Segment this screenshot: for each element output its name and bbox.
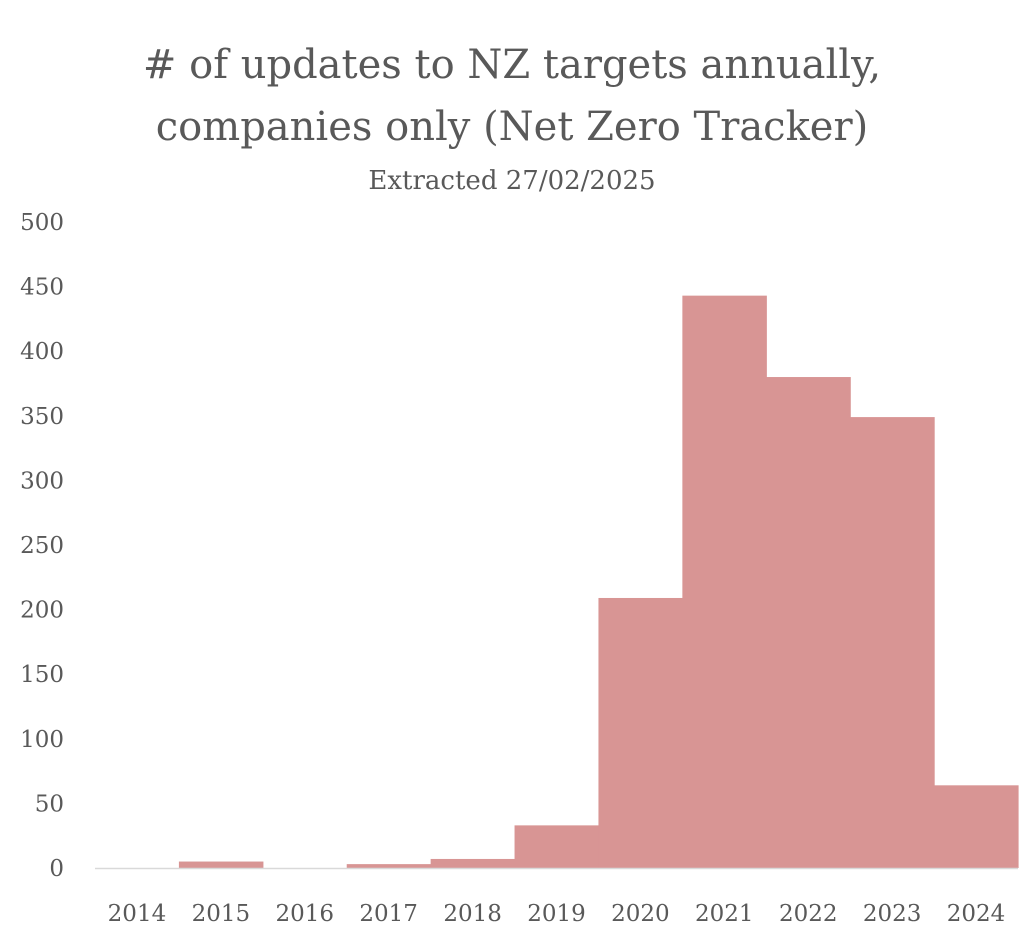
x-tick-label: 2017 (359, 901, 418, 927)
y-tick-label: 150 (20, 662, 64, 688)
x-tick-label: 2020 (611, 901, 670, 927)
chart-subtitle: Extracted 27/02/2025 (368, 166, 655, 196)
bar-2017 (346, 864, 432, 868)
y-tick-label: 300 (20, 468, 64, 494)
x-tick-label: 2016 (275, 901, 334, 927)
bar-2022 (766, 377, 851, 868)
y-tick-label: 500 (20, 210, 64, 236)
bar-2019 (514, 825, 600, 868)
bar-2015 (178, 861, 264, 868)
x-tick-label: 2018 (443, 901, 502, 927)
bar-2024 (934, 785, 1019, 868)
x-tick-label: 2022 (779, 901, 838, 927)
y-tick-label: 350 (20, 404, 64, 430)
x-tick-label: 2021 (695, 901, 754, 927)
y-tick-label: 250 (20, 533, 64, 559)
y-tick-label: 200 (20, 598, 64, 624)
y-tick-label: 50 (35, 791, 64, 817)
bar-2023 (850, 417, 935, 868)
x-tick-label: 2023 (863, 901, 922, 927)
y-tick-label: 400 (20, 339, 64, 365)
x-tick-label: 2019 (527, 901, 586, 927)
bar-2021 (682, 295, 767, 868)
x-tick-label: 2024 (947, 901, 1006, 927)
bar-2020 (598, 597, 683, 868)
x-tick-label: 2014 (108, 901, 167, 927)
y-axis-tick-labels: 0 50 100 150 200 250 300 350 400 450 500 (20, 210, 64, 882)
bar-2018 (430, 858, 516, 868)
chart-title-line-1: # of updates to NZ targets annually, (143, 42, 881, 88)
x-axis-tick-labels: 2014 2015 2016 2017 2018 2019 2020 2021 2022 2023… (108, 901, 1006, 927)
y-tick-label: 0 (49, 856, 64, 882)
y-tick-label: 450 (20, 275, 64, 301)
x-tick-label: 2015 (192, 901, 251, 927)
y-tick-label: 100 (20, 727, 64, 753)
bar-series (178, 295, 1019, 868)
chart-title-line-2: companies only (Net Zero Tracker) (156, 104, 868, 150)
